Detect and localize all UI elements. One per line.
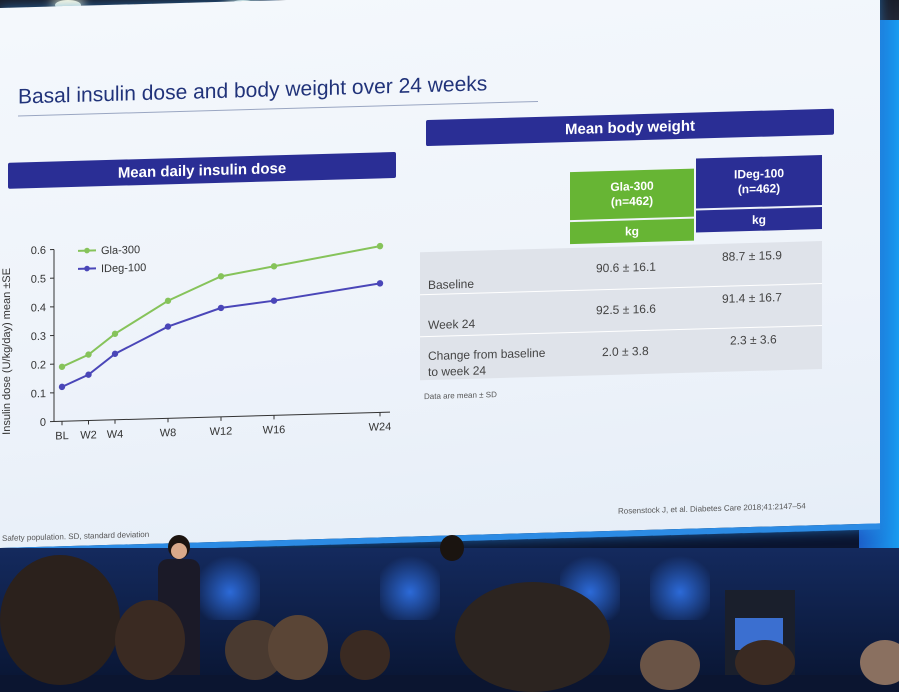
x-tick-label: W4 [107,429,123,441]
ideg-column-header: IDeg-100(n=462) [696,155,822,209]
gla-change: 2.0 ± 3.8 [602,344,649,359]
data-point-ideg-100 [165,323,171,330]
data-point-gla-300 [112,330,118,337]
stage-light [200,550,260,620]
y-tick-label: 0.6 [31,245,46,257]
gla-baseline: 90.6 ± 16.1 [596,260,656,276]
change-label-line2: to week 24 [428,363,486,379]
audience-head [0,555,120,685]
data-point-gla-300 [218,273,224,280]
audience-head [640,640,700,690]
ideg-unit-header: kg [696,207,822,233]
ideg-name: IDeg-100 [734,166,784,181]
y-tick-label: 0.3 [31,331,46,343]
legend-marker [84,266,90,272]
row-label-week24: Week 24 [428,317,475,332]
data-point-gla-300 [165,297,171,304]
data-point-gla-300 [377,243,383,250]
audience-head [735,640,795,685]
speaker-face [171,543,187,559]
data-point-ideg-100 [271,297,277,304]
y-tick-label: 0.2 [31,359,46,371]
x-tick-label: W16 [263,424,286,437]
x-tick-label: W8 [160,427,176,439]
audience-head [115,600,185,680]
x-axis [54,412,390,421]
footnote-left: Safety population. SD, standard deviatio… [2,530,149,543]
y-tick-label: 0.1 [31,388,46,400]
x-tick-label: W12 [210,426,233,439]
stage-light [650,550,710,620]
ideg-baseline: 88.7 ± 15.9 [722,248,782,264]
audience-head [455,582,610,692]
weight-panel-header: Mean body weight [426,109,834,146]
audience-head [340,630,390,680]
audience-head [268,615,328,680]
gla-unit-header: kg [570,219,694,244]
x-tick-label: BL [55,430,68,442]
gla-week24: 92.5 ± 16.6 [596,302,656,318]
y-tick-label: 0.4 [31,302,46,314]
ideg-change: 2.3 ± 3.6 [730,332,777,347]
table-note: Data are mean ± SD [424,390,497,401]
data-point-ideg-100 [218,305,224,312]
y-axis-label: Insulin dose (U/kg/day) mean ±SE [1,268,13,435]
citation: Rosenstock J, et al. Diabetes Care 2018;… [618,501,806,515]
legend-marker [84,248,90,254]
change-label-line1: Change from baseline [428,346,545,363]
data-point-gla-300 [59,364,65,371]
data-point-ideg-100 [85,371,91,378]
row-label-change: Change from baseline to week 24 [428,345,545,380]
data-point-gla-300 [85,351,91,358]
insulin-dose-chart: 0 0.1 0.2 0.3 0.4 0.5 0.6 BL W2 W4 W8 W12 W16 W24 Insu… [0,222,410,463]
ideg-week24: 91.4 ± 16.7 [722,290,782,306]
y-tick-label: 0 [40,417,46,429]
row-label-baseline: Baseline [428,277,474,292]
gla-name: Gla-300 [610,179,653,194]
gla-n: (n=462) [611,194,653,209]
data-point-ideg-100 [59,384,65,391]
audience-head [860,640,899,685]
data-point-ideg-100 [112,351,118,358]
projection-screen: Basal insulin dose and body weight over … [0,0,880,554]
insulin-panel-header: Mean daily insulin dose [8,152,396,189]
audience-head [440,535,464,561]
y-tick-label: 0.5 [31,273,46,285]
gla-column-header: Gla-300(n=462) [570,169,694,220]
stage-light [380,550,440,620]
series-line-ideg-100 [62,283,380,386]
data-point-gla-300 [271,263,277,270]
ideg-n: (n=462) [738,181,780,196]
legend-label: IDeg-100 [101,262,146,275]
legend-label: Gla-300 [101,244,140,257]
data-point-ideg-100 [377,280,383,287]
x-tick-label: W24 [369,421,392,434]
x-tick-label: W2 [80,429,96,441]
